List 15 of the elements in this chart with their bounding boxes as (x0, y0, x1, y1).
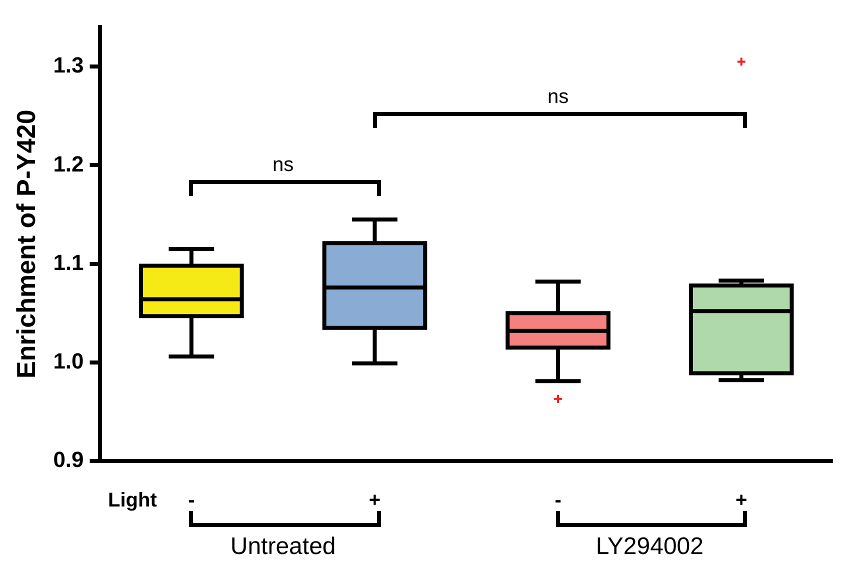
x-tick-label: - (188, 490, 195, 512)
x-tick-label: + (368, 490, 381, 512)
y-tick-label: 1.3 (53, 52, 84, 78)
y-axis-title: Enrichment of P-Y420 (10, 110, 41, 378)
y-tick-label: 1.2 (53, 151, 84, 176)
x-tick-label: + (736, 490, 748, 512)
annotation: ns (546, 86, 570, 110)
y-tick-label: 1.0 (53, 348, 84, 374)
y-tick-label: 1.1 (53, 250, 84, 275)
annotation: ns (272, 154, 295, 178)
x-tick-label: - (554, 490, 562, 512)
x-axis-title: Light (108, 490, 158, 512)
text: LY294002 (594, 533, 705, 561)
y-tick-label: 0.9 (53, 447, 84, 472)
text: Untreated (229, 533, 337, 561)
